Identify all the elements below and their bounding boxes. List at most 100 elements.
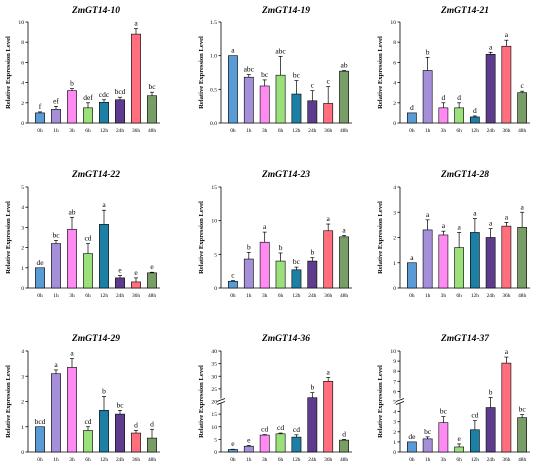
chart-panel-1: ZmGT14-10 Relative Expression Level 0 2 4 6 8 1… — [5, 6, 160, 134]
y-tick-label: 3 — [21, 225, 24, 231]
chart-panel-6: ZmGT14-28 Relative Expression Level 0 1 2 3 4 a… — [377, 170, 530, 299]
chart-title: ZmGT14-29 — [71, 334, 120, 344]
significance-letter: b — [247, 242, 251, 251]
x-tick-label: 48h — [340, 457, 348, 463]
significance-letter: ef — [53, 96, 59, 105]
axis-break-mark — [395, 401, 405, 405]
significance-letter: cd — [293, 425, 300, 434]
significance-letter: ab — [341, 60, 348, 69]
bar-36h — [131, 33, 141, 124]
y-tick-label: 30 — [211, 374, 217, 380]
y-tick-label: 3 — [393, 210, 396, 216]
significance-letter: a — [442, 221, 446, 230]
y-tick-label: 40 — [211, 349, 217, 355]
x-tick-label: 48h — [340, 293, 348, 299]
y-tick-label: 15 — [211, 412, 217, 418]
y-tick-label: 1 — [393, 440, 396, 446]
x-tick-label: 24h — [308, 457, 316, 463]
significance-letter: cdc — [99, 90, 110, 99]
significance-letter: d — [134, 421, 138, 430]
bar-0h — [407, 441, 417, 453]
significance-letter: a — [134, 19, 138, 28]
chart-panel-3: ZmGT14-21 Relative Expression Level 0 2 4 6 8 1… — [377, 6, 530, 134]
y-axis-label: Relative Expression Level — [198, 36, 205, 109]
y-tick-label: 0 — [214, 286, 217, 292]
y-tick-label: 0 — [214, 450, 217, 456]
bar-24h — [307, 260, 318, 289]
y-tick-label: 3 — [393, 420, 396, 426]
bar-1h — [243, 76, 254, 124]
y-tick-label: 5 — [21, 185, 24, 191]
significance-letter: a — [102, 200, 106, 209]
significance-letter: c — [231, 271, 235, 280]
y-tick-label: 0 — [21, 286, 24, 292]
significance-letter: f — [39, 102, 42, 111]
significance-letter: b — [70, 79, 74, 88]
axis-break-mark — [395, 398, 405, 402]
x-tick-label: 6h — [85, 293, 91, 299]
x-tick-label: 3h — [69, 293, 75, 299]
bar-3h — [438, 422, 449, 453]
bar-24h — [485, 237, 496, 289]
bar-0h — [228, 55, 238, 124]
bar-1h — [422, 438, 433, 453]
significance-letter: abc — [244, 65, 255, 74]
bar-6h — [275, 74, 286, 124]
bar-0h — [228, 449, 238, 453]
bar-48h — [147, 272, 157, 289]
y-tick-label: 8 — [393, 40, 396, 46]
significance-letter: bc — [424, 427, 432, 436]
bar-48h — [517, 417, 527, 453]
bar-3h — [67, 90, 77, 124]
axis-break-gap — [396, 398, 404, 404]
y-tick-label: 8 — [393, 369, 396, 375]
y-tick-label: 5 — [393, 400, 396, 406]
bar-48h — [339, 439, 349, 453]
y-tick-label: 6 — [393, 60, 396, 66]
bar-36h — [131, 432, 141, 453]
significance-letter: bcd — [35, 417, 46, 426]
x-tick-label: 12h — [100, 293, 108, 299]
x-tick-label: 24h — [116, 128, 124, 134]
y-tick-label: 7 — [393, 379, 396, 385]
bar-1h — [51, 109, 61, 124]
x-tick-label: 6h — [456, 128, 462, 134]
y-axis-label: Relative Expression Level — [5, 201, 12, 274]
x-tick-label: 48h — [148, 457, 156, 463]
x-tick-label: 36h — [502, 293, 510, 299]
bar-12h — [291, 269, 302, 289]
significance-letter: cd — [84, 417, 91, 426]
y-tick-label: 1 — [21, 266, 24, 272]
y-tick-label: 10 — [390, 20, 396, 26]
significance-letter: a — [327, 214, 331, 223]
significance-letter: e — [118, 265, 122, 274]
bar-0h — [35, 426, 45, 453]
x-tick-label: 36h — [502, 457, 510, 463]
bar-6h — [83, 253, 93, 289]
bar-36h — [501, 45, 512, 124]
chart-title: ZmGT14-21 — [440, 6, 489, 16]
significance-letter: b — [489, 387, 493, 396]
y-tick-label: 1.5 — [210, 20, 217, 26]
significance-letter: a — [426, 210, 430, 219]
y-tick-label: 2 — [21, 246, 24, 252]
y-tick-label: 6 — [393, 389, 396, 395]
x-tick-label: 48h — [518, 128, 526, 134]
bar-1h — [243, 258, 254, 289]
bar-6h — [83, 430, 93, 453]
x-tick-label: 0h — [37, 457, 43, 463]
bar-36h — [323, 230, 334, 289]
significance-letter: bcd — [115, 87, 126, 96]
bar-0h — [407, 112, 417, 124]
bar-48h — [517, 92, 527, 124]
x-tick-label: 0h — [409, 457, 415, 463]
bar-3h — [438, 107, 449, 124]
y-tick-label: 1.0 — [210, 54, 217, 60]
bar-6h — [275, 433, 286, 453]
bar-6h — [83, 107, 93, 124]
significance-letter: b — [426, 47, 430, 56]
bar-6h — [275, 260, 286, 289]
x-tick-label: 1h — [246, 457, 252, 463]
x-tick-label: 1h — [53, 457, 59, 463]
